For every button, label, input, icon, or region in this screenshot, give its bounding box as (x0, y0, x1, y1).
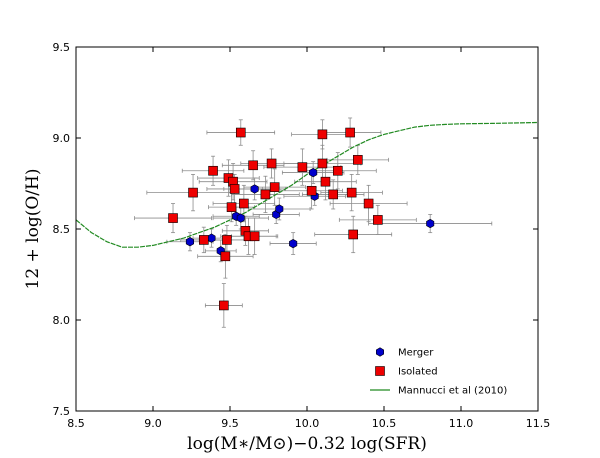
point-isolated-6 (222, 235, 232, 245)
point-merger-11 (426, 218, 435, 229)
y-tick-label-4: 9.5 (53, 41, 71, 54)
point-isolated-23 (317, 158, 328, 169)
x-tick-label-5: 11.0 (449, 417, 474, 430)
x-tick-label-4: 10.5 (372, 417, 397, 430)
point-merger-8 (289, 238, 298, 249)
x-tick-label-2: 9.5 (221, 417, 239, 430)
data-layer (76, 117, 538, 328)
x-tick-label-3: 10.0 (295, 417, 320, 430)
point-merger-1 (207, 233, 216, 243)
legend-swatch-merger (375, 347, 385, 357)
point-isolated-12 (239, 198, 249, 209)
x-tick-label-1: 9.0 (144, 417, 162, 430)
legend-label-merger: Merger (398, 348, 434, 359)
legend: Merger Isolated Mannucci et al (2010) (370, 347, 507, 397)
point-merger-4 (236, 213, 245, 223)
point-merger-7 (275, 204, 284, 214)
point-isolated-15 (248, 160, 258, 171)
x-tick-label-6: 11.5 (526, 417, 551, 430)
y-tick-label-0: 7.5 (53, 405, 71, 418)
y-tick-label-1: 8.0 (53, 314, 71, 327)
legend-label-isolated: Isolated (398, 367, 438, 378)
point-isolated-21 (306, 185, 317, 196)
y-axis-label: 12 + log(O/H) (23, 169, 43, 290)
y-tick-label-3: 9.0 (53, 132, 71, 145)
x-axis-label: log(M∗/M⊙)−0.32 log(SFR) (187, 434, 427, 454)
point-merger-9 (309, 167, 318, 178)
point-isolated-20 (297, 162, 308, 172)
series-line-mannucci (76, 121, 538, 248)
point-merger-0 (185, 237, 194, 247)
legend-label-mannucci-et-al-2010: Mannucci et al (2010) (398, 386, 507, 397)
x-tick-label-0: 8.5 (67, 417, 85, 430)
y-tick-label-2: 8.5 (53, 223, 71, 236)
axes: 8.5 9.0 9.5 10.0 10.5 11.0 11.5 7.5 8.0 8.5 9.0 9.5… (23, 41, 550, 454)
point-isolated-26 (332, 165, 343, 176)
point-isolated-28 (346, 187, 357, 198)
plot-frame (75, 46, 539, 412)
point-isolated-19 (269, 182, 280, 192)
point-isolated-3 (208, 165, 218, 176)
point-isolated-5 (220, 251, 231, 262)
point-isolated-27 (345, 127, 355, 138)
plot-area (76, 117, 538, 328)
point-isolated-2 (199, 235, 209, 245)
point-isolated-4 (219, 300, 229, 311)
point-isolated-30 (353, 155, 363, 165)
point-isolated-10 (229, 184, 240, 194)
point-isolated-32 (373, 215, 383, 225)
point-isolated-17 (260, 189, 271, 200)
point-isolated-29 (348, 229, 359, 240)
point-isolated-18 (266, 158, 277, 169)
legend-swatch-isolated (375, 366, 385, 376)
point-isolated-31 (363, 198, 374, 209)
point-isolated-0 (168, 213, 178, 223)
point-isolated-16 (249, 231, 260, 242)
point-isolated-8 (226, 202, 237, 212)
point-merger-5 (250, 184, 259, 194)
point-isolated-1 (188, 187, 198, 198)
point-isolated-22 (317, 129, 328, 140)
point-isolated-11 (235, 127, 246, 138)
point-isolated-25 (328, 189, 338, 200)
point-isolated-24 (320, 176, 331, 187)
